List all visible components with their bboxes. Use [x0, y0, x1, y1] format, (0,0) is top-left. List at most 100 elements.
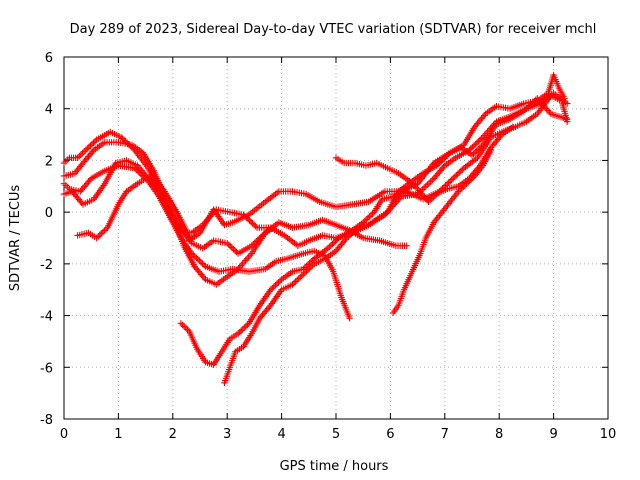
data-point	[330, 239, 338, 246]
data-point	[228, 244, 236, 251]
data-point	[526, 102, 533, 109]
data-point	[475, 138, 482, 145]
data-point	[403, 242, 410, 249]
data-point	[270, 283, 278, 290]
data-point	[267, 286, 274, 293]
data-point	[369, 210, 376, 217]
data-point	[353, 225, 360, 233]
data-point	[225, 241, 232, 248]
data-point	[91, 138, 99, 145]
data-point	[117, 133, 125, 141]
data-point	[120, 136, 128, 144]
data-point	[193, 254, 200, 262]
data-point	[250, 221, 258, 228]
data-point	[434, 160, 442, 168]
data-point	[346, 231, 354, 239]
data-point	[254, 236, 261, 244]
data-point	[476, 136, 484, 144]
data-point	[249, 220, 256, 227]
data-point	[367, 211, 375, 219]
data-point	[324, 245, 332, 252]
x-tick-label: 2	[169, 427, 177, 442]
data-point	[366, 213, 373, 220]
series-track-6	[177, 92, 571, 368]
data-point	[448, 176, 455, 183]
data-point	[196, 257, 203, 264]
data-point	[84, 145, 91, 152]
data-point	[469, 144, 476, 151]
data-point	[360, 219, 367, 226]
data-point	[309, 262, 316, 269]
data-point	[231, 247, 239, 254]
data-point	[437, 158, 445, 165]
data-point	[457, 167, 465, 175]
data-point	[259, 232, 266, 239]
data-point	[306, 265, 313, 272]
data-point	[450, 175, 457, 182]
data-point	[363, 216, 370, 223]
data-point	[98, 230, 105, 237]
data-series	[60, 71, 571, 386]
data-point	[239, 326, 246, 333]
data-point	[307, 263, 315, 271]
data-point	[440, 155, 448, 162]
data-point	[326, 243, 333, 251]
data-point	[301, 269, 309, 276]
chart-title: Day 289 of 2023, Sidereal Day-to-day VTE…	[70, 22, 597, 37]
data-point	[444, 152, 451, 159]
data-point	[90, 139, 97, 146]
data-point	[454, 170, 461, 178]
data-point	[99, 228, 107, 236]
data-point	[348, 230, 355, 237]
data-point	[472, 141, 479, 148]
data-point	[224, 239, 231, 247]
data-point	[94, 233, 102, 240]
data-point	[289, 281, 296, 288]
data-point	[459, 166, 466, 173]
axis-ticks: 0 1 2 3 4 5 6 7 8 9 10 -8 -6 -4 -2 0 2 4 6	[40, 51, 616, 442]
data-point	[272, 282, 279, 289]
x-tick-label: 10	[600, 427, 617, 442]
y-tick-label: 6	[45, 51, 53, 66]
data-point	[270, 224, 277, 231]
data-point	[453, 172, 460, 179]
x-tick-label: 3	[223, 427, 231, 442]
data-point	[77, 151, 85, 158]
data-point	[269, 285, 276, 292]
data-point	[433, 162, 440, 169]
data-point	[292, 278, 299, 285]
series-track-9	[389, 146, 495, 317]
data-point	[561, 95, 568, 102]
data-point	[252, 223, 259, 230]
data-point	[427, 178, 434, 185]
data-point	[467, 145, 474, 152]
x-tick-label: 1	[114, 427, 122, 442]
data-point	[439, 156, 446, 164]
data-point	[234, 330, 242, 337]
data-point	[509, 123, 516, 131]
data-point	[470, 142, 478, 149]
data-point	[297, 273, 304, 281]
data-point	[87, 142, 94, 149]
data-point	[247, 218, 255, 226]
data-point	[93, 234, 100, 242]
data-point	[343, 234, 351, 242]
data-point	[470, 150, 477, 157]
data-point	[327, 242, 335, 249]
data-point	[564, 118, 571, 125]
x-tick-label: 9	[549, 427, 557, 442]
data-point	[96, 231, 103, 239]
data-point	[445, 179, 452, 186]
data-point	[227, 242, 234, 250]
data-point	[351, 227, 358, 234]
data-point	[248, 242, 255, 249]
data-point	[473, 147, 480, 155]
x-tick-label: 7	[441, 427, 449, 442]
data-point	[451, 173, 458, 181]
y-tick-label: 4	[45, 103, 53, 118]
data-point	[520, 108, 527, 115]
data-point	[304, 266, 312, 273]
data-point	[179, 321, 186, 329]
data-point	[475, 146, 482, 153]
